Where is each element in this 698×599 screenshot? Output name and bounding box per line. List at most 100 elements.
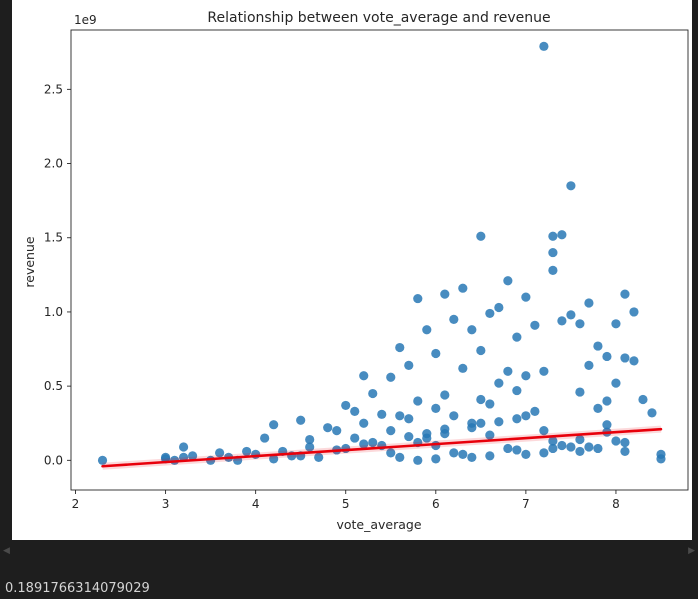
data-point xyxy=(575,387,585,397)
y-axis-label: revenue xyxy=(22,236,37,287)
data-point xyxy=(638,394,648,405)
data-point xyxy=(548,436,558,446)
data-point xyxy=(629,356,639,366)
data-point xyxy=(557,316,567,326)
data-point xyxy=(602,351,612,362)
data-point xyxy=(620,446,630,457)
data-point xyxy=(404,360,414,370)
data-point xyxy=(431,403,441,413)
data-point xyxy=(431,348,441,359)
data-point xyxy=(521,292,531,302)
data-point xyxy=(359,371,369,381)
data-point xyxy=(440,390,450,400)
data-point xyxy=(413,396,423,406)
data-point xyxy=(377,409,387,419)
data-point xyxy=(359,418,369,428)
data-point xyxy=(503,366,513,376)
data-point xyxy=(620,437,630,448)
y-tick-label: 2.5 xyxy=(44,82,63,96)
data-point xyxy=(332,426,342,436)
data-point xyxy=(602,396,612,406)
data-point xyxy=(458,283,468,293)
scroll-right-icon[interactable]: ▶ xyxy=(688,546,695,556)
data-point xyxy=(476,231,486,241)
data-point xyxy=(350,433,360,443)
y-offset-label: 1e9 xyxy=(74,13,97,27)
data-point xyxy=(260,433,270,443)
scatter-points xyxy=(97,41,666,465)
x-tick-label: 4 xyxy=(252,497,260,511)
data-point xyxy=(386,426,396,436)
data-point xyxy=(512,385,522,396)
data-point xyxy=(458,363,468,373)
data-point xyxy=(512,445,522,455)
y-tick-label: 1.5 xyxy=(44,231,63,245)
data-point xyxy=(593,341,603,351)
data-point xyxy=(178,442,189,452)
chart-figure: Relationship between vote_average and re… xyxy=(12,0,692,540)
x-tick-label: 3 xyxy=(162,497,170,511)
x-axis: 2 3 4 5 6 7 8 xyxy=(72,490,620,511)
data-point xyxy=(539,426,549,436)
data-point xyxy=(521,449,531,459)
data-point xyxy=(512,332,522,342)
data-point xyxy=(449,411,459,421)
data-point xyxy=(440,289,450,299)
data-point xyxy=(368,388,378,399)
data-point xyxy=(413,293,423,304)
data-point xyxy=(548,265,558,275)
data-point xyxy=(620,289,630,299)
data-point xyxy=(350,406,360,416)
data-point xyxy=(467,452,477,462)
data-point xyxy=(539,41,549,51)
data-point xyxy=(503,443,513,454)
data-point xyxy=(449,314,459,324)
data-point xyxy=(521,371,531,381)
x-tick-label: 8 xyxy=(612,497,620,511)
data-point xyxy=(494,417,504,427)
data-point xyxy=(467,423,477,433)
data-point xyxy=(485,430,495,440)
data-point xyxy=(584,298,594,308)
data-point xyxy=(476,394,486,405)
y-tick-label: 0.5 xyxy=(44,379,63,393)
data-point xyxy=(557,230,567,240)
cell-output-text: 0.1891766314079029 xyxy=(5,581,150,596)
scroll-left-icon[interactable]: ◀ xyxy=(3,546,10,556)
data-point xyxy=(611,319,621,329)
data-point xyxy=(368,437,378,448)
data-point xyxy=(395,411,405,421)
data-point xyxy=(386,372,396,382)
data-point xyxy=(314,452,324,462)
data-point xyxy=(269,454,279,464)
data-point xyxy=(187,451,198,461)
data-point xyxy=(386,448,396,458)
horizontal-scrollbar[interactable]: ◀ ▶ xyxy=(0,540,698,564)
data-point xyxy=(467,325,477,335)
data-point xyxy=(503,276,513,286)
data-point xyxy=(539,448,549,458)
data-point xyxy=(359,439,369,449)
data-point xyxy=(422,325,432,335)
y-tick-label: 2.0 xyxy=(44,157,63,171)
x-axis-label: vote_average xyxy=(336,517,421,532)
y-tick-label: 1.0 xyxy=(44,305,63,319)
data-point xyxy=(647,408,657,418)
data-point xyxy=(404,431,414,442)
data-point xyxy=(548,247,558,258)
data-point xyxy=(485,308,495,319)
data-point xyxy=(530,320,540,330)
data-point xyxy=(575,434,585,445)
data-point xyxy=(656,454,666,464)
data-point xyxy=(602,420,612,430)
data-point xyxy=(296,415,306,425)
data-point xyxy=(494,378,504,388)
data-point xyxy=(566,310,576,320)
regression-line xyxy=(101,425,663,470)
x-tick-label: 5 xyxy=(342,497,350,511)
data-point xyxy=(557,440,567,451)
data-point xyxy=(611,378,621,388)
data-point xyxy=(242,446,252,457)
data-point xyxy=(530,406,540,416)
data-point xyxy=(431,454,441,464)
